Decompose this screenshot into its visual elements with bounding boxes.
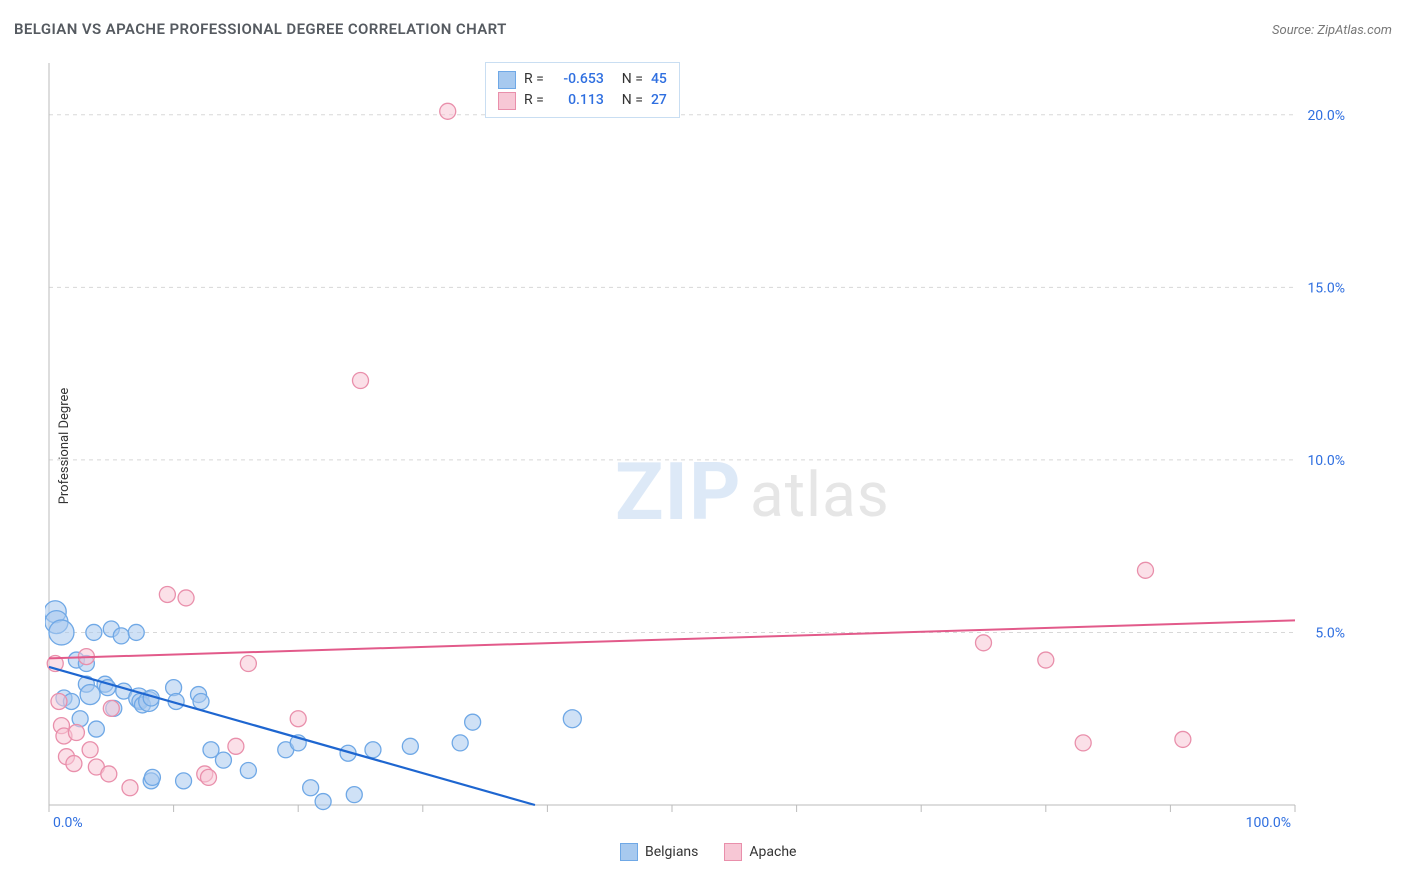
data-point <box>176 773 192 789</box>
data-point <box>159 586 175 602</box>
data-point <box>315 794 331 810</box>
data-point <box>49 620 74 645</box>
data-point <box>1038 652 1054 668</box>
stat-n-label: N = <box>622 69 643 90</box>
data-point <box>1137 562 1153 578</box>
stat-r-value: 0.113 <box>552 90 604 111</box>
plot-svg: 5.0% 10.0% 15.0% 20.0% 0.0% 100.0% <box>45 55 1355 833</box>
stat-r-value: -0.653 <box>552 69 604 90</box>
data-point <box>365 742 381 758</box>
stats-legend-box: R = -0.653 N = 45 R = 0.113 N = 27 <box>485 62 680 118</box>
stat-n-label: N = <box>622 90 643 111</box>
data-point <box>465 714 481 730</box>
data-point <box>113 628 129 644</box>
data-point <box>240 656 256 672</box>
data-point <box>353 373 369 389</box>
data-point <box>402 738 418 754</box>
data-point <box>66 756 82 772</box>
data-point <box>193 693 209 709</box>
data-point <box>88 721 104 737</box>
data-point <box>51 693 67 709</box>
stats-row: R = -0.653 N = 45 <box>498 69 667 90</box>
legend-swatch <box>498 71 516 89</box>
data-point <box>68 725 84 741</box>
data-point <box>122 780 138 796</box>
data-point <box>303 780 319 796</box>
x-tick-label: 0.0% <box>53 815 83 831</box>
y-tick-label: 20.0% <box>1307 108 1345 124</box>
data-point <box>452 735 468 751</box>
legend-swatch <box>724 843 742 861</box>
data-point <box>86 624 102 640</box>
data-point <box>215 752 231 768</box>
data-point <box>440 103 456 119</box>
data-point <box>82 742 98 758</box>
stat-n-value: 27 <box>651 90 667 111</box>
stat-r-label: R = <box>524 69 544 90</box>
trend-line <box>49 620 1295 658</box>
data-point <box>101 766 117 782</box>
legend-swatch <box>620 843 638 861</box>
scatter-plot: 5.0%10.0%15.0%20.0%0.0%100.0% ZIP atlas … <box>45 55 1355 833</box>
y-tick-label: 5.0% <box>1315 625 1345 641</box>
legend-swatch <box>498 92 516 110</box>
data-point <box>144 769 160 785</box>
data-point <box>563 710 581 728</box>
data-point <box>128 624 144 640</box>
data-point <box>290 711 306 727</box>
chart-title: BELGIAN VS APACHE PROFESSIONAL DEGREE CO… <box>14 20 507 38</box>
legend-label: Belgians <box>645 844 698 860</box>
data-point <box>200 769 216 785</box>
data-point <box>1075 735 1091 751</box>
y-tick-label: 15.0% <box>1307 280 1345 296</box>
legend-label: Apache <box>749 844 796 860</box>
stats-row: R = 0.113 N = 27 <box>498 90 667 111</box>
legend-item: Apache <box>724 843 796 861</box>
stat-n-value: 45 <box>651 69 667 90</box>
chart-source: Source: ZipAtlas.com <box>1272 23 1392 38</box>
data-point <box>1175 731 1191 747</box>
data-point <box>178 590 194 606</box>
data-point <box>228 738 244 754</box>
data-point <box>346 787 362 803</box>
data-point <box>976 635 992 651</box>
x-tick-label: 100.0% <box>1246 815 1291 831</box>
legend-item: Belgians <box>620 843 698 861</box>
data-point <box>240 762 256 778</box>
data-point <box>103 700 119 716</box>
stat-r-label: R = <box>524 90 544 111</box>
y-tick-label: 10.0% <box>1307 453 1345 469</box>
series-legend: Belgians Apache <box>620 843 796 861</box>
